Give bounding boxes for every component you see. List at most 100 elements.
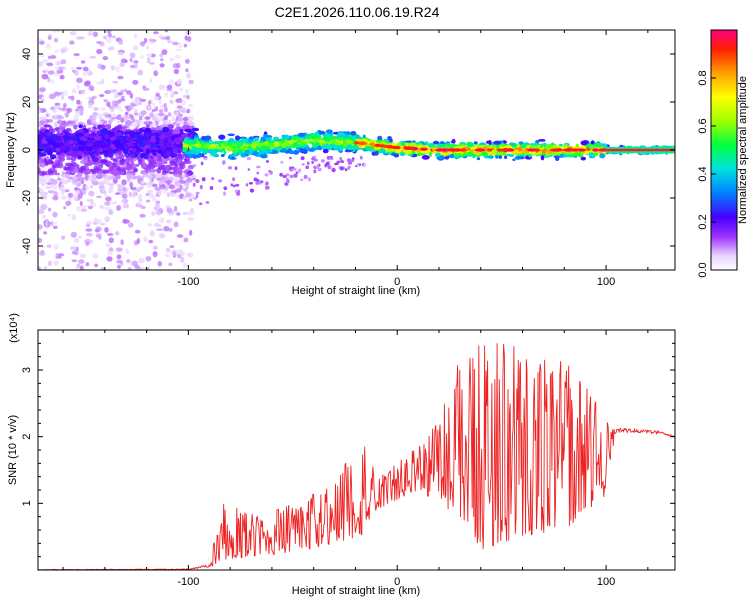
spectrogram-noise-cell <box>52 211 58 218</box>
spectrogram-ridge-cell <box>558 143 564 147</box>
spectrogram-band-cell <box>50 154 56 159</box>
spectrogram-noise-cell <box>86 232 93 237</box>
spectrogram-noise-cell <box>97 63 102 69</box>
spectrogram-noise-cell <box>60 177 65 183</box>
spectrogram-noise-cell <box>313 158 318 162</box>
spectrogram-noise-cell <box>160 116 164 122</box>
spectrogram-noise-cell <box>173 68 180 75</box>
spectrogram-noise-cell <box>201 177 206 182</box>
spectrogram-noise-cell <box>286 179 290 184</box>
spectrogram-noise-cell <box>330 155 333 159</box>
spectrogram-ridge-cell <box>397 142 402 147</box>
spectrogram-noise-cell <box>125 158 131 163</box>
spectrogram-noise-cell <box>155 209 162 216</box>
spectrogram-noise-cell <box>45 43 52 49</box>
spectrogram-noise-cell <box>87 30 94 37</box>
spectrogram-noise-cell <box>247 168 250 171</box>
spectrogram-noise-cell <box>46 182 53 185</box>
spectrogram-ridge-cell <box>187 143 192 147</box>
spectrogram-ridge-cell <box>205 143 209 149</box>
spectrogram-noise-cell <box>153 31 159 35</box>
spectrogram-noise-cell <box>38 170 43 177</box>
spectrogram-noise-cell <box>70 160 75 164</box>
spectrogram-noise-cell <box>63 206 67 210</box>
spectrogram-noise-cell <box>157 260 163 267</box>
spectrogram-noise-cell <box>138 257 145 264</box>
spectrogram-noise-cell <box>134 108 138 114</box>
spectrogram-noise-cell <box>119 108 124 112</box>
spectrogram-noise-cell <box>67 178 72 183</box>
spectrogram-noise-cell <box>139 176 144 180</box>
spectrogram-ridge-cell <box>281 138 285 142</box>
spectrogram-noise-cell <box>136 238 141 244</box>
spectrogram-noise-cell <box>158 162 163 166</box>
spectrogram-noise-cell <box>47 207 52 212</box>
spectrogram-peak-cell <box>379 144 386 148</box>
spectrogram-noise-cell <box>121 179 127 186</box>
spectrogram-noise-cell <box>209 186 214 190</box>
spectrogram-peak-cell <box>496 148 504 152</box>
spectrogram-noise-cell <box>158 112 165 117</box>
spectrogram-ridge-cell <box>590 140 595 146</box>
spectrogram-ridge-cell <box>263 134 268 137</box>
spectrogram-noise-cell <box>349 159 355 163</box>
spectrogram-noise-cell <box>346 167 351 171</box>
spectrogram-noise-cell <box>88 205 93 210</box>
spectrogram-noise-cell <box>129 181 134 188</box>
spectrogram-xtick-label: 100 <box>597 276 615 288</box>
spectrogram-band-cell <box>173 134 180 138</box>
spectrogram-band-cell <box>170 144 175 148</box>
spectrogram-ridge-cell <box>448 143 457 148</box>
spectrogram-noise-cell <box>76 84 80 90</box>
spectrogram-ridge-cell <box>281 147 286 152</box>
spectrogram-band-cell <box>158 135 166 140</box>
spectrogram-noise-cell <box>140 267 147 270</box>
spectrogram-noise-cell <box>157 190 162 196</box>
spectrogram-band-cell <box>144 127 151 134</box>
spectrogram-peak-cell <box>527 148 538 152</box>
spectrogram-band-cell <box>165 151 171 155</box>
spectrogram-noise-cell <box>188 198 193 202</box>
spectrogram-ytick-label: 0 <box>21 147 33 153</box>
spectrogram-band-cell <box>165 142 172 148</box>
spectrogram-noise-cell <box>60 195 67 200</box>
spectrogram-noise-cell <box>73 114 80 119</box>
colorbar: 0.0 0.2 0.4 0.6 0.8 Normalized spectral ampl… <box>697 29 749 278</box>
spectrogram-noise-cell <box>92 253 99 259</box>
spectrogram-noise-cell <box>128 260 133 266</box>
spectrogram-noise-cell <box>179 180 187 184</box>
spectrogram-noise-cell <box>96 195 102 199</box>
spectrogram-noise-cell <box>159 63 165 68</box>
spectrogram-noise-cell <box>84 185 90 190</box>
spectrogram-noise-cell <box>158 109 164 113</box>
spectrogram-noise-cell <box>121 198 128 204</box>
spectrogram-ridge-cell <box>223 142 228 147</box>
spectrogram-peak-cell <box>486 148 493 152</box>
spectrogram-noise-cell <box>176 234 184 238</box>
spectrogram-noise-cell <box>181 172 186 177</box>
spectrogram-noise-cell <box>98 121 103 124</box>
spectrogram-noise-cell <box>192 182 196 187</box>
spectrogram-noise-cell <box>166 207 173 213</box>
spectrogram-noise-cell <box>116 114 122 121</box>
spectrogram-noise-cell <box>56 30 61 33</box>
spectrogram-noise-cell <box>289 174 294 179</box>
spectrogram-noise-cell <box>173 168 178 172</box>
spectrogram-band-cell <box>130 133 135 138</box>
spectrogram-noise-cell <box>133 33 138 39</box>
spectrogram-noise-cell <box>184 58 190 64</box>
spectrogram-noise-cell <box>53 91 60 96</box>
spectrogram-ridge-cell <box>184 150 191 155</box>
spectrogram-ridge-cell <box>248 136 255 141</box>
colorbar-gradient <box>710 29 738 271</box>
spectrogram-noise-cell <box>43 175 50 180</box>
spectrogram-noise-cell <box>90 198 94 205</box>
spectrogram-noise-cell <box>104 90 111 94</box>
spectrogram-noise-cell <box>165 35 171 41</box>
spectrogram-noise-cell <box>54 49 59 53</box>
spectrogram-noise-cell <box>79 201 83 206</box>
spectrogram-noise-cell <box>100 188 106 193</box>
spectrogram-noise-cell <box>99 222 106 226</box>
spectrogram-noise-cell <box>147 223 153 227</box>
spectrogram-band-cell <box>94 152 100 157</box>
